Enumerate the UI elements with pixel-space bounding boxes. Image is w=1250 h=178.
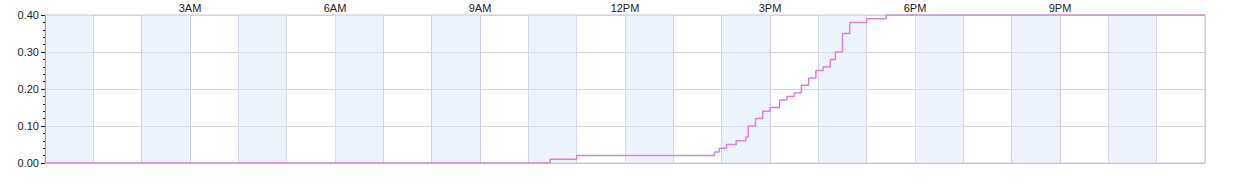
svg-text:0.10: 0.10 [18,120,39,132]
svg-text:0.40: 0.40 [18,9,39,21]
svg-text:6PM: 6PM [904,2,927,14]
svg-text:9PM: 9PM [1049,2,1072,14]
svg-text:0.00: 0.00 [18,157,39,169]
svg-text:6AM: 6AM [324,2,347,14]
svg-text:12PM: 12PM [611,2,640,14]
svg-text:3AM: 3AM [179,2,202,14]
svg-text:3PM: 3PM [759,2,782,14]
svg-text:0.30: 0.30 [18,46,39,58]
svg-text:9AM: 9AM [469,2,492,14]
svg-text:0.20: 0.20 [18,83,39,95]
